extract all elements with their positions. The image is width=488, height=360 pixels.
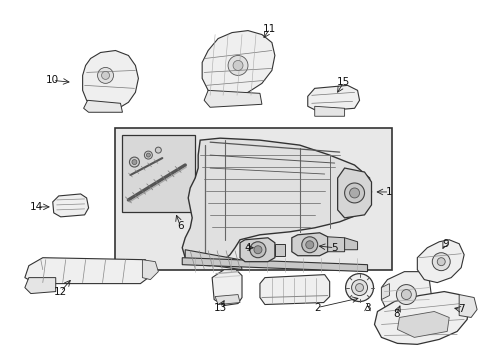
Polygon shape [381, 272, 430, 318]
Polygon shape [182, 138, 371, 266]
Polygon shape [202, 31, 274, 98]
Circle shape [401, 289, 410, 300]
Polygon shape [458, 294, 476, 318]
Circle shape [155, 147, 161, 153]
Circle shape [431, 253, 449, 271]
Text: 5: 5 [331, 243, 337, 253]
Polygon shape [260, 275, 329, 305]
Circle shape [249, 242, 265, 258]
Circle shape [227, 55, 247, 75]
Text: 1: 1 [386, 187, 392, 197]
Circle shape [102, 71, 109, 80]
Circle shape [144, 151, 152, 159]
Circle shape [396, 285, 415, 305]
Text: 3: 3 [364, 302, 370, 312]
Circle shape [349, 188, 359, 198]
Circle shape [98, 67, 113, 84]
Polygon shape [185, 250, 242, 270]
Bar [122, 135, 195, 212]
Circle shape [436, 258, 444, 266]
Text: 9: 9 [441, 239, 447, 249]
Text: 12: 12 [54, 287, 67, 297]
Polygon shape [142, 260, 158, 280]
Polygon shape [416, 240, 463, 283]
Polygon shape [307, 85, 359, 111]
Polygon shape [53, 194, 88, 217]
Polygon shape [83, 100, 122, 112]
Text: 14: 14 [30, 202, 43, 212]
Polygon shape [381, 284, 388, 300]
Polygon shape [274, 244, 285, 256]
Polygon shape [25, 278, 56, 293]
Circle shape [355, 284, 363, 292]
Circle shape [345, 274, 373, 302]
Circle shape [233, 60, 243, 71]
Circle shape [344, 183, 364, 203]
Text: 2: 2 [314, 302, 321, 312]
Polygon shape [327, 237, 344, 252]
Circle shape [305, 241, 313, 249]
Polygon shape [337, 168, 371, 218]
Circle shape [146, 153, 150, 157]
Polygon shape [291, 233, 327, 256]
Text: 4: 4 [244, 243, 251, 253]
Text: 7: 7 [457, 305, 464, 315]
Circle shape [351, 280, 367, 296]
Polygon shape [182, 258, 367, 272]
Polygon shape [344, 238, 357, 250]
Polygon shape [212, 270, 242, 306]
Text: 15: 15 [336, 77, 349, 87]
Polygon shape [374, 292, 468, 345]
Bar [115, 128, 392, 270]
Polygon shape [82, 50, 138, 110]
Text: 11: 11 [263, 24, 276, 33]
Text: 8: 8 [392, 310, 399, 319]
Circle shape [301, 237, 317, 253]
Polygon shape [215, 294, 240, 305]
Polygon shape [203, 90, 262, 107]
Polygon shape [397, 311, 448, 337]
Text: 10: 10 [46, 75, 59, 85]
Polygon shape [314, 106, 344, 116]
Polygon shape [240, 238, 274, 262]
Polygon shape [25, 258, 150, 284]
Circle shape [132, 159, 137, 165]
Text: 13: 13 [213, 302, 226, 312]
Circle shape [253, 246, 262, 254]
Circle shape [129, 157, 139, 167]
Text: 6: 6 [177, 221, 183, 231]
